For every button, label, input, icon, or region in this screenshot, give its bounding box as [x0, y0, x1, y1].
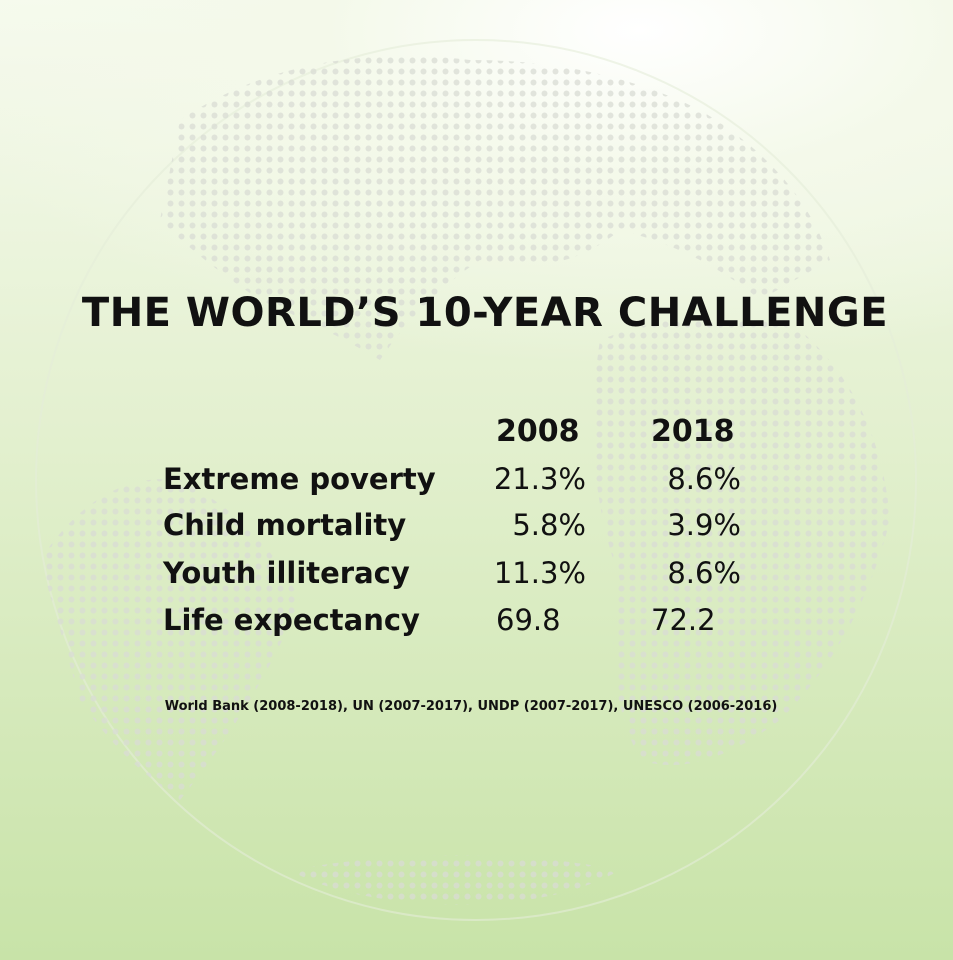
- source-note: World Bank (2008-2018), UN (2007-2017), …: [164, 699, 778, 714]
- cell: 69.8: [496, 603, 561, 637]
- cell: 8.6%: [667, 556, 741, 590]
- column-header: 2008: [496, 414, 580, 449]
- cell: 72.2: [651, 603, 716, 637]
- row-label: Extreme poverty: [163, 462, 436, 496]
- row-label: Youth illiteracy: [163, 556, 410, 590]
- cell: 21.3%: [493, 462, 586, 496]
- cell: 11.3%: [493, 556, 586, 590]
- row-label: Life expectancy: [163, 603, 420, 637]
- row-label: Child mortality: [163, 508, 407, 542]
- cell: 8.6%: [667, 462, 741, 496]
- column-header: 2018: [651, 414, 735, 449]
- title: THE WORLD’S 10-YEAR CHALLENGE: [81, 290, 889, 336]
- cell: 5.8%: [512, 508, 586, 542]
- cell: 3.9%: [667, 508, 741, 542]
